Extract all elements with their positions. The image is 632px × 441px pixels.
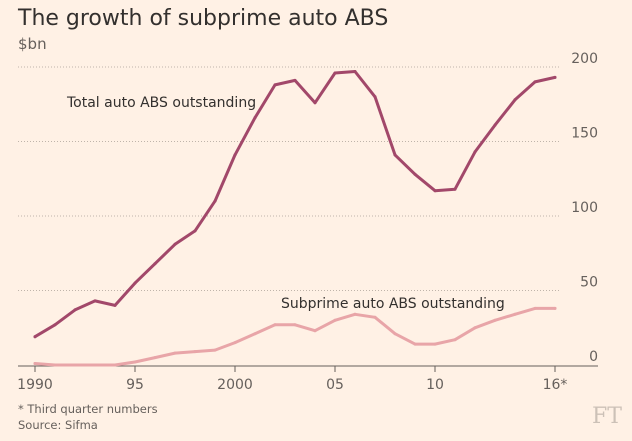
data-point — [413, 342, 417, 346]
data-point — [93, 363, 97, 367]
data-point — [293, 323, 297, 327]
data-point — [493, 318, 497, 322]
data-point — [253, 116, 257, 120]
data-point — [153, 356, 157, 360]
data-point — [533, 306, 537, 310]
data-point — [233, 153, 237, 157]
data-point — [513, 312, 517, 316]
data-point — [433, 342, 437, 346]
data-point — [353, 70, 357, 73]
data-point — [473, 150, 477, 154]
y-tick-label: 150 — [571, 126, 598, 142]
data-point — [553, 306, 557, 310]
footnote: * Third quarter numbers — [18, 402, 158, 416]
data-point — [333, 71, 337, 75]
data-point — [33, 362, 37, 365]
data-point — [313, 329, 317, 333]
subprime-auto-abs-line — [33, 306, 557, 367]
data-point — [433, 189, 437, 193]
data-point — [253, 332, 257, 336]
data-point — [273, 83, 277, 87]
y-tick-label: 50 — [580, 275, 598, 291]
data-point — [73, 363, 77, 367]
series-label-total: Total auto ABS outstanding — [66, 95, 256, 111]
y-tick-label: 200 — [571, 51, 598, 67]
source-note: Source: Sifma — [18, 418, 98, 432]
data-point — [373, 95, 377, 99]
y-tick-label: 0 — [589, 349, 598, 365]
data-point — [33, 335, 37, 339]
series-label-subprime: Subprime auto ABS outstanding — [281, 296, 505, 312]
data-point — [173, 242, 177, 246]
data-point — [513, 98, 517, 102]
chart-title: The growth of subprime auto ABS — [18, 6, 389, 31]
data-point — [413, 172, 417, 176]
data-point — [133, 360, 137, 364]
x-tick-label: 1990 — [17, 377, 53, 393]
data-point — [153, 262, 157, 266]
data-point — [113, 363, 117, 367]
y-unit-label: $bn — [18, 35, 47, 53]
data-point — [453, 338, 457, 342]
y-tick-label: 100 — [571, 200, 598, 216]
line-chart: 0 50 100 150 200 1990 95 2000 05 10 16* Total auto … — [17, 51, 598, 393]
data-point — [453, 187, 457, 191]
data-point — [53, 363, 57, 367]
data-point — [73, 308, 77, 312]
data-point — [393, 332, 397, 336]
data-point — [553, 75, 557, 79]
ft-logo: FT — [592, 404, 622, 429]
data-point — [113, 303, 117, 307]
data-point — [193, 350, 197, 354]
data-point — [333, 318, 337, 322]
data-point — [133, 281, 137, 285]
data-point — [293, 78, 297, 82]
data-point — [53, 323, 57, 327]
x-tick-label: 10 — [426, 377, 444, 393]
data-point — [173, 351, 177, 355]
data-point — [273, 323, 277, 327]
data-point — [213, 348, 217, 352]
data-point — [233, 341, 237, 345]
x-tick-label: 16* — [543, 377, 568, 393]
data-point — [473, 326, 477, 330]
data-point — [213, 199, 217, 203]
x-tick-label: 05 — [326, 377, 344, 393]
data-point — [353, 312, 357, 316]
data-point — [93, 299, 97, 303]
x-tick-label: 2000 — [217, 377, 253, 393]
x-tick-label: 95 — [126, 377, 144, 393]
data-point — [493, 123, 497, 127]
data-point — [373, 315, 377, 319]
data-point — [533, 80, 537, 84]
data-point — [193, 229, 197, 233]
data-point — [313, 101, 317, 105]
data-point — [393, 153, 397, 157]
